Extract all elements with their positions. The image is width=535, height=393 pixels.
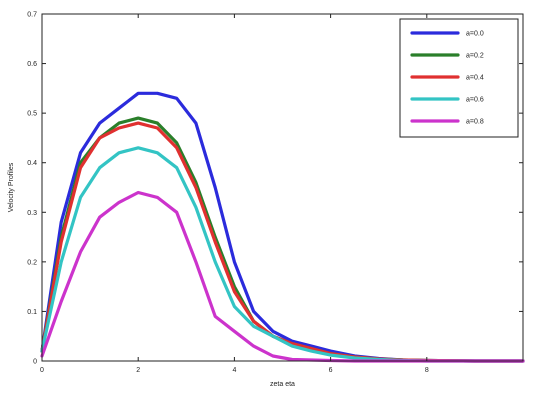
series-layer — [40, 91, 525, 363]
y-axis-label: Velocity Profiles — [8, 162, 15, 212]
x-tick-label: 0 — [40, 367, 44, 374]
x-tick-label: 2 — [136, 367, 140, 374]
y-tick-label: 0.4 — [27, 160, 37, 167]
y-tick-label: 0.7 — [27, 12, 37, 19]
legend-label: a=0.2 — [466, 53, 484, 60]
legend-label: a=0.6 — [466, 97, 484, 104]
x-tick-label: 8 — [425, 367, 429, 374]
axes-frame — [41, 13, 524, 362]
y-tick-label: 0.5 — [27, 111, 37, 118]
legend-label: a=0.0 — [466, 31, 484, 38]
y-tick-label: 0.2 — [27, 259, 37, 266]
x-tick-label: 6 — [329, 367, 333, 374]
y-tick-label: 0.3 — [27, 210, 37, 217]
ticks-layer: 0 2 4 6 8 0 0.1 0.2 0.3 0.4 0.5 0.6 0.7 — [27, 12, 523, 374]
legend-label: a=0.4 — [466, 75, 484, 82]
legend: a=0.0 a=0.2 a=0.4 a=0.6 a=0.8 — [399, 18, 519, 138]
x-tick-label: 4 — [232, 367, 236, 374]
y-tick-label: 0.1 — [27, 309, 37, 316]
legend-label: a=0.8 — [466, 119, 484, 126]
y-tick-label: 0 — [33, 359, 37, 366]
x-axis-label: zeta eta — [270, 381, 295, 388]
y-tick-label: 0.6 — [27, 61, 37, 68]
